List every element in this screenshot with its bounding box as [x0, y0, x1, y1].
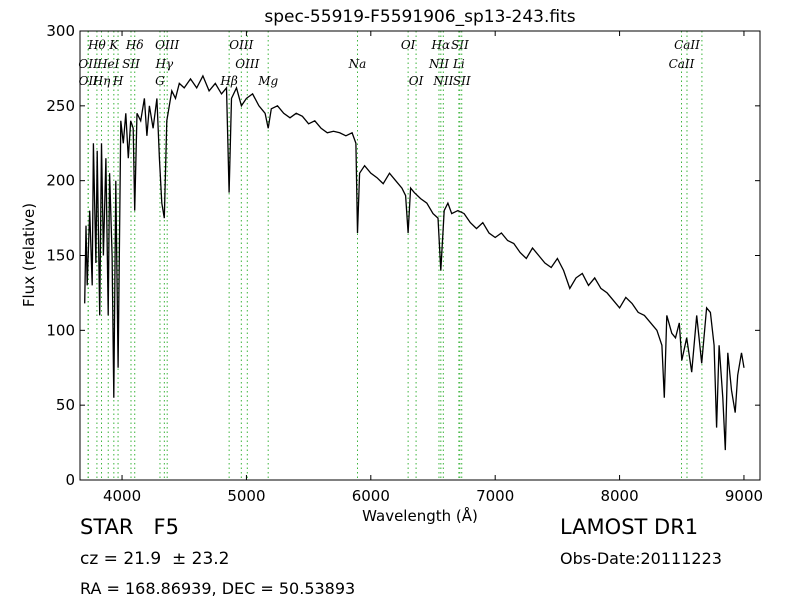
- y-axis-label: Flux (relative): [20, 203, 38, 307]
- y-tick-label: 200: [46, 172, 75, 190]
- spectral-line-label: SII: [453, 74, 471, 88]
- object-class: STAR F5: [80, 515, 179, 539]
- x-tick-label: 9000: [725, 487, 763, 505]
- y-tick-label: 250: [46, 97, 75, 115]
- spectral-line-label: Hγ: [155, 57, 174, 71]
- spectral-line-label: OIII: [235, 57, 259, 71]
- y-tick-label: 150: [46, 247, 75, 265]
- spectral-line-label: SII: [451, 38, 469, 52]
- spectral-line-label: H: [112, 74, 124, 88]
- x-tick-label: 8000: [600, 487, 638, 505]
- redshift: cz = 21.9 ± 23.2: [80, 549, 229, 569]
- coordinates: RA = 168.86939, DEC = 50.53893: [80, 579, 355, 598]
- y-tick-label: 50: [56, 396, 75, 414]
- spectral-line-label: OII: [79, 74, 99, 88]
- x-axis-label: Wavelength (Å): [362, 506, 478, 525]
- spectral-line-label: Hδ: [125, 38, 144, 52]
- spectral-line-label: Li: [452, 57, 465, 71]
- spectral-line-label: Hβ: [219, 74, 237, 88]
- survey: LAMOST DR1: [560, 515, 698, 539]
- spectral-line-label: HeI: [96, 57, 120, 71]
- x-tick-label: 5000: [227, 487, 265, 505]
- y-tick-label: 100: [46, 321, 75, 339]
- x-tick-label: 4000: [103, 487, 141, 505]
- spectral-line-label: CaII: [689, 0, 715, 3]
- obs-date: Obs-Date:20111223: [560, 549, 722, 568]
- spectral-line-label: Hη: [92, 74, 111, 88]
- spectral-line-label: OI: [401, 38, 416, 52]
- y-tick-label: 0: [65, 471, 75, 489]
- spectral-line-label: Mg: [257, 74, 278, 88]
- spectral-line-label: CaII: [669, 57, 695, 71]
- spectral-line-label: OI: [409, 74, 424, 88]
- spectrum-line: [84, 74, 745, 451]
- spectral-line-label: G: [155, 74, 165, 88]
- spectral-line-label: K: [108, 38, 119, 52]
- spectral-line-label: CaII: [674, 38, 700, 52]
- spectral-line-label: Hθ: [87, 38, 106, 52]
- spectral-line-label: OIII: [229, 38, 253, 52]
- spectral-line-label: SII: [122, 57, 140, 71]
- spectral-line-label: Hα: [431, 38, 451, 52]
- spectral-line-label: OIII: [155, 38, 179, 52]
- chart-title: spec-55919-F5591906_sp13-243.fits: [264, 7, 575, 27]
- x-tick-label: 7000: [476, 487, 514, 505]
- spectral-line-label: NII: [432, 74, 453, 88]
- x-tick-label: 6000: [352, 487, 390, 505]
- spectral-line-label: Na: [348, 57, 367, 71]
- y-tick-label: 300: [46, 22, 75, 40]
- spectral-line-label: NII: [428, 57, 449, 71]
